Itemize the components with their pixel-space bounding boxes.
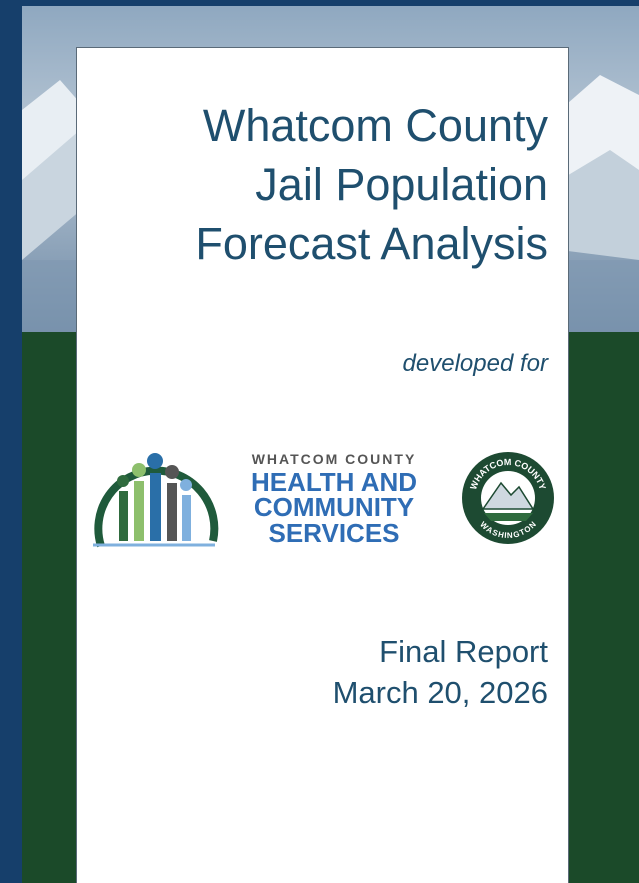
page: Whatcom County Jail Population Forecast … [0, 0, 639, 883]
title-line: Whatcom County [195, 96, 548, 155]
logos: WHATCOM COUNTY HEALTH AND COMMUNITY SERV… [77, 438, 568, 608]
title-line: Jail Population [195, 155, 548, 214]
report-info: Final Report March 20, 2026 [333, 631, 548, 713]
report-label: Final Report [333, 631, 548, 672]
cover-card: Whatcom County Jail Population Forecast … [76, 47, 569, 883]
title-line: Forecast Analysis [195, 214, 548, 273]
department-text: WHATCOM COUNTY [252, 451, 417, 467]
department-text: SERVICES [268, 518, 399, 548]
county-seal: WHATCOM COUNTY WASHINGTON [462, 452, 554, 544]
title: Whatcom County Jail Population Forecast … [195, 96, 548, 273]
developed-for: developed for [403, 350, 548, 378]
department-logo: WHATCOM COUNTY HEALTH AND COMMUNITY SERV… [93, 451, 417, 548]
report-date: March 20, 2026 [333, 672, 548, 713]
